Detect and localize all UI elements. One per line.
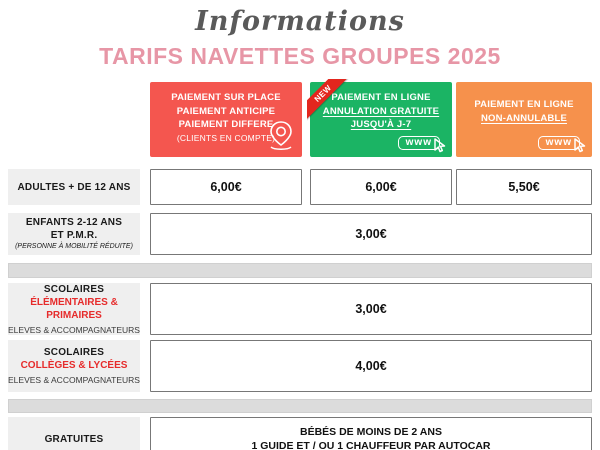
column-header-paiement-sur-place: PAIEMENT SUR PLACE PAIEMENT ANTICIPE PAI… (150, 82, 302, 157)
row-label-note: (PERSONNE À MOBILITÉ RÉDUITE) (15, 243, 133, 250)
header-line: PAIEMENT EN LIGNE (331, 92, 431, 103)
header-line-underlined: NON-ANNULABLE (481, 112, 567, 124)
row-label-gratuites: GRATUITES (8, 417, 140, 450)
header-line: PAIEMENT ANTICIPE (176, 105, 276, 117)
column-header-paiement-en-ligne-non-annulable: PAIEMENT EN LIGNE NON-ANNULABLE www (456, 82, 592, 157)
header-line-underlined: ANNULATION GRATUITE (322, 105, 440, 117)
row-label-highlight: ÉLÉMENTAIRES & PRIMAIRES (30, 296, 118, 321)
free-item: 1 GUIDE ET / OU 1 CHAUFFEUR PAR AUTOCAR (251, 440, 491, 450)
row-label-enfants-pmr: ENFANTS 2-12 ANS ET P.M.R. (PERSONNE À M… (8, 213, 140, 255)
script-subtitle: Informations (195, 6, 405, 37)
new-ribbon: NEW (307, 79, 351, 123)
price-value: 4,00€ (355, 359, 387, 373)
price-cell-adultes-sur-place: 6,00€ (150, 169, 302, 205)
row-label-text: GRATUITES (44, 433, 104, 445)
price-cell-scolaires-colleges: 4,00€ (150, 340, 592, 392)
price-value: 6,00€ (365, 180, 397, 194)
row-label-scolaires-colleges: SCOLAIRES COLLÈGES & LYCÉES ELEVES & ACC… (8, 340, 140, 392)
row-label-sub: ELEVES & ACCOMPAGNATEURS (8, 324, 140, 335)
price-cell-adultes-en-ligne-annulable: 6,00€ (310, 169, 452, 205)
row-label-adultes: ADULTES + DE 12 ANS (8, 169, 140, 205)
price-value: 3,00€ (355, 227, 387, 241)
section-divider (8, 399, 592, 413)
header-line: PAIEMENT DIFFERE (178, 119, 274, 130)
location-pin-icon (266, 119, 296, 156)
price-value: 6,00€ (210, 180, 242, 194)
column-header-paiement-en-ligne-annulable: NEW PAIEMENT EN LIGNE ANNULATION GRATUIT… (307, 79, 452, 157)
price-value: 5,50€ (508, 180, 540, 194)
cursor-arrow-icon (572, 138, 588, 159)
row-label-text: SCOLAIRES (43, 283, 105, 295)
row-label-sub: ELEVES & ACCOMPAGNATEURS (8, 375, 140, 385)
row-label-text: SCOLAIRES (43, 347, 105, 358)
row-label-highlight: COLLÈGES & LYCÉES (20, 360, 128, 371)
header-line-underlined: JUSQU'À J-7 (350, 119, 412, 130)
header-line: PAIEMENT EN LIGNE (474, 99, 574, 110)
pricing-table: PAIEMENT SUR PLACE PAIEMENT ANTICIPE PAI… (8, 79, 592, 450)
price-cell-adultes-non-annulable: 5,50€ (456, 169, 592, 205)
header-line: PAIEMENT SUR PLACE (171, 92, 281, 103)
header-subline: (CLIENTS EN COMPTE) (176, 132, 276, 143)
price-value: 3,00€ (355, 302, 387, 316)
page-title: TARIFS NAVETTES GROUPES 2025 (99, 43, 501, 69)
new-badge: NEW (307, 79, 351, 122)
section-divider (8, 263, 592, 278)
free-item: BÉBÉS DE MOINS DE 2 ANS (300, 426, 442, 438)
row-label-scolaires-primaires: SCOLAIRES ÉLÉMENTAIRES & PRIMAIRES ELEVE… (8, 283, 140, 335)
value-cell-gratuites: BÉBÉS DE MOINS DE 2 ANS 1 GUIDE ET / OU … (150, 417, 592, 450)
row-label-text: ADULTES + DE 12 ANS (17, 181, 131, 193)
row-label-text: ENFANTS 2-12 ANS (25, 217, 123, 228)
price-cell-enfants: 3,00€ (150, 213, 592, 255)
row-label-text: ET P.M.R. (50, 230, 98, 241)
www-link-col2[interactable]: www (397, 132, 446, 153)
price-cell-scolaires-primaires: 3,00€ (150, 283, 592, 335)
cursor-arrow-icon (432, 138, 448, 159)
www-link-col3[interactable]: www (537, 132, 586, 153)
